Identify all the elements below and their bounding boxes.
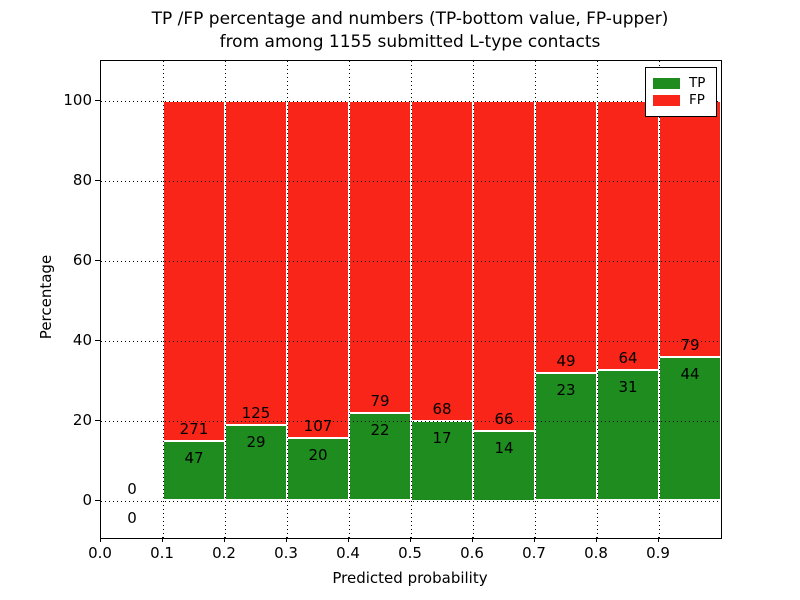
fp-count-label: 125	[241, 404, 271, 423]
x-tick-mark	[596, 537, 597, 542]
y-tick-label: 100	[63, 90, 92, 109]
x-tick-label: 0.1	[150, 544, 174, 562]
legend-label-fp: FP	[689, 92, 705, 108]
x-tick-label: 0.2	[212, 544, 236, 562]
v-gridline	[163, 61, 164, 538]
tp-count-label: 14	[494, 438, 514, 457]
bar-tp-segment	[411, 420, 473, 501]
x-tick-mark	[534, 537, 535, 542]
v-gridline	[535, 61, 536, 538]
bar-fp-segment	[535, 100, 597, 373]
legend-item-fp: FP	[653, 93, 709, 108]
plot-area: 0 0 271 47 125 29 107 20 79 22 68 17 66 14 49 23 64 31 79 4…	[100, 60, 722, 539]
v-gridline	[225, 61, 226, 538]
bar-fp-segment	[287, 100, 349, 438]
y-tick-mark	[95, 419, 100, 421]
x-tick-mark	[410, 537, 411, 542]
y-tick-mark	[95, 99, 100, 101]
fp-count-label: 49	[556, 351, 576, 370]
x-tick-mark	[472, 537, 473, 542]
tp-count-label: 29	[246, 433, 266, 452]
bar-tp-segment	[287, 437, 349, 501]
fp-count-label: 79	[370, 392, 390, 411]
bar-tp-segment	[163, 441, 225, 501]
x-tick-label: 0.8	[584, 544, 608, 562]
v-gridline	[659, 61, 660, 538]
x-tick-label: 0.0	[88, 544, 112, 562]
fp-count-label: 79	[680, 336, 700, 355]
chart-title-line1: TP /FP percentage and numbers (TP-bottom…	[151, 9, 669, 29]
bar-fp-segment	[473, 100, 535, 431]
bar-fp-segment	[163, 100, 225, 442]
bar-fp-segment	[597, 100, 659, 370]
chart-title-line2: from among 1155 submitted L-type contact…	[219, 32, 601, 52]
y-tick-mark	[95, 499, 100, 501]
tp-count-label: 22	[370, 421, 390, 440]
bar-tp-segment	[349, 413, 411, 501]
bar-fp-segment	[659, 100, 721, 358]
fp-count-label: 271	[179, 420, 209, 439]
tp-count-label: 47	[184, 449, 204, 468]
y-tick-label: 40	[72, 330, 92, 349]
bar-tp-segment	[473, 430, 535, 501]
fp-count-label: 68	[432, 399, 452, 418]
bar-fp-segment	[225, 100, 287, 426]
x-tick-label: 0.9	[646, 544, 670, 562]
y-tick-label: 0	[82, 490, 92, 509]
fp-legend-swatch	[653, 95, 680, 106]
tp-count-label: 20	[308, 445, 328, 464]
x-tick-label: 0.4	[336, 544, 360, 562]
legend-label-tp: TP	[689, 75, 706, 91]
fp-count-label: 64	[618, 348, 638, 367]
x-tick-mark	[162, 537, 163, 542]
x-tick-label: 0.6	[460, 544, 484, 562]
tp-legend-swatch	[653, 78, 680, 89]
legend: TP FP	[645, 67, 717, 117]
fp-count-label: 0	[127, 479, 137, 498]
legend-item-tp: TP	[653, 76, 709, 91]
x-tick-mark	[348, 537, 349, 542]
x-tick-mark	[224, 537, 225, 542]
y-tick-label: 60	[72, 250, 92, 269]
y-tick-mark	[95, 179, 100, 181]
x-tick-mark	[100, 537, 101, 542]
y-tick-mark	[95, 259, 100, 261]
chart-title: TP /FP percentage and numbers (TP-bottom…	[100, 8, 720, 54]
bar-tp-segment	[225, 425, 287, 501]
tp-count-label: 23	[556, 380, 576, 399]
x-tick-label: 0.7	[522, 544, 546, 562]
x-tick-label: 0.5	[398, 544, 422, 562]
x-tick-mark	[658, 537, 659, 542]
y-tick-label: 20	[72, 410, 92, 429]
bar-tp-segment	[597, 369, 659, 501]
v-gridline	[473, 61, 474, 538]
tp-count-label: 44	[680, 365, 700, 384]
bar-tp-segment	[659, 357, 721, 501]
fp-count-label: 107	[303, 416, 333, 435]
y-tick-label: 80	[72, 170, 92, 189]
fp-count-label: 66	[494, 409, 514, 428]
bar-fp-segment	[349, 100, 411, 414]
tp-count-label: 31	[618, 377, 638, 396]
v-gridline	[597, 61, 598, 538]
tp-count-label: 17	[432, 428, 452, 447]
y-tick-mark	[95, 339, 100, 341]
v-gridline	[287, 61, 288, 538]
v-gridline	[349, 61, 350, 538]
x-tick-mark	[286, 537, 287, 542]
tp-count-label: 0	[127, 508, 137, 527]
v-gridline	[411, 61, 412, 538]
y-axis-label: Percentage	[37, 254, 55, 340]
x-tick-label: 0.3	[274, 544, 298, 562]
bar-tp-segment	[535, 372, 597, 501]
x-axis-label: Predicted probability	[332, 569, 488, 587]
